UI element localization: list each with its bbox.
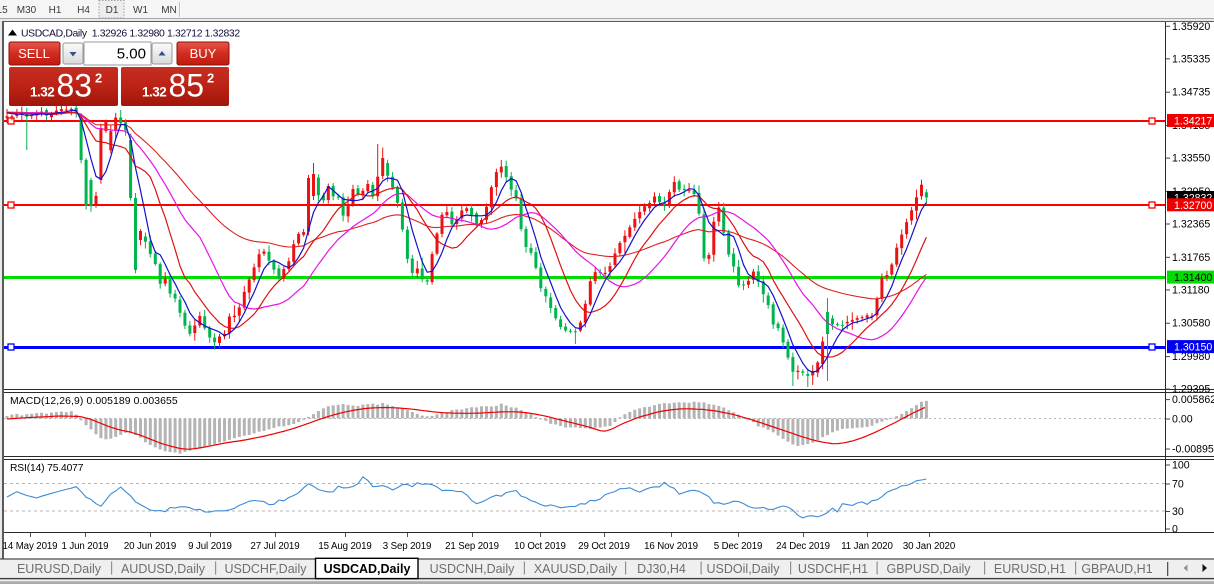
svg-text:USDCHF,H1: USDCHF,H1: [798, 562, 868, 576]
svg-text:9 Jul 2019: 9 Jul 2019: [188, 541, 232, 552]
svg-text:11 Jan 2020: 11 Jan 2020: [841, 541, 893, 552]
svg-text:RSI(14) 75.4077: RSI(14) 75.4077: [10, 463, 84, 474]
svg-text:1.31400: 1.31400: [1174, 272, 1212, 284]
svg-text:AUDUSD,Daily: AUDUSD,Daily: [121, 562, 206, 576]
svg-text:83: 83: [57, 68, 93, 104]
svg-text:1 Jun 2019: 1 Jun 2019: [62, 541, 109, 552]
svg-text:100: 100: [1172, 460, 1190, 472]
svg-text:1.33550: 1.33550: [1172, 153, 1210, 165]
svg-text:GBPAUD,H1: GBPAUD,H1: [1081, 562, 1152, 576]
svg-text:85: 85: [169, 68, 205, 104]
svg-text:USDCHF,Daily: USDCHF,Daily: [225, 562, 308, 576]
svg-text:29 Oct 2019: 29 Oct 2019: [578, 541, 630, 552]
svg-text:5 Dec 2019: 5 Dec 2019: [714, 541, 763, 552]
svg-text:0.00: 0.00: [1172, 414, 1193, 426]
svg-text:DJ30,H4: DJ30,H4: [637, 562, 686, 576]
svg-text:-0.008955: -0.008955: [1172, 444, 1214, 456]
svg-text:30: 30: [1172, 506, 1184, 518]
svg-text:MN: MN: [161, 5, 177, 16]
svg-text:1.34735: 1.34735: [1172, 87, 1210, 99]
svg-text:M15: M15: [0, 5, 8, 16]
svg-text:20 Jun 2019: 20 Jun 2019: [124, 541, 176, 552]
svg-text:2: 2: [207, 71, 214, 86]
svg-text:GBPUSD,Daily: GBPUSD,Daily: [886, 562, 971, 576]
svg-text:1.32365: 1.32365: [1172, 219, 1210, 231]
svg-text:1.35920: 1.35920: [1172, 21, 1210, 33]
svg-text:D1: D1: [106, 5, 119, 16]
svg-text:USDOil,Daily: USDOil,Daily: [707, 562, 781, 576]
svg-text:USDCAD,Daily 1.32926 1.32980: USDCAD,Daily 1.32926 1.32980 1.32712 1.3…: [21, 29, 240, 40]
svg-text:USDCAD,Daily: USDCAD,Daily: [324, 562, 411, 576]
svg-text:0.005862: 0.005862: [1172, 394, 1214, 406]
svg-text:24 Dec 2019: 24 Dec 2019: [776, 541, 830, 552]
svg-text:27 Jul 2019: 27 Jul 2019: [251, 541, 300, 552]
svg-text:EURUSD,Daily: EURUSD,Daily: [17, 562, 102, 576]
svg-text:1.30580: 1.30580: [1172, 318, 1210, 330]
svg-text:1.32: 1.32: [30, 85, 54, 100]
svg-text:14 May 2019: 14 May 2019: [3, 541, 58, 552]
svg-text:30 Jan 2020: 30 Jan 2020: [903, 541, 956, 552]
svg-text:1.29395: 1.29395: [1172, 384, 1210, 396]
svg-text:W1: W1: [133, 5, 148, 16]
svg-text:SELL: SELL: [18, 46, 50, 61]
svg-text:1.32: 1.32: [142, 85, 166, 100]
svg-text:M30: M30: [17, 5, 37, 16]
svg-text:1.29980: 1.29980: [1172, 351, 1210, 363]
svg-text:15 Aug 2019: 15 Aug 2019: [318, 541, 371, 552]
svg-text:1.34217: 1.34217: [1174, 116, 1212, 128]
svg-text:70: 70: [1172, 479, 1184, 491]
svg-text:5.00: 5.00: [117, 46, 146, 63]
svg-text:BUY: BUY: [190, 46, 217, 61]
svg-text:21 Sep 2019: 21 Sep 2019: [445, 541, 499, 552]
svg-text:3 Sep 2019: 3 Sep 2019: [383, 541, 432, 552]
svg-text:MACD(12,26,9) 0.005189 0.00365: MACD(12,26,9) 0.005189 0.003655: [10, 396, 178, 407]
svg-text:H4: H4: [77, 5, 90, 16]
svg-text:0: 0: [1172, 524, 1178, 536]
svg-text:1.30150: 1.30150: [1174, 342, 1212, 354]
svg-text:10 Oct 2019: 10 Oct 2019: [514, 541, 566, 552]
svg-text:1.31765: 1.31765: [1172, 252, 1210, 264]
svg-text:1.32700: 1.32700: [1174, 200, 1212, 212]
svg-text:2: 2: [95, 71, 102, 86]
svg-text:H1: H1: [49, 5, 62, 16]
svg-text:EURUSD,H1: EURUSD,H1: [994, 562, 1066, 576]
svg-text:XAUUSD,Daily: XAUUSD,Daily: [534, 562, 618, 576]
svg-text:1.35335: 1.35335: [1172, 53, 1210, 65]
svg-text:USDCNH,Daily: USDCNH,Daily: [430, 562, 515, 576]
svg-text:16 Nov 2019: 16 Nov 2019: [644, 541, 698, 552]
svg-text:1.31180: 1.31180: [1172, 284, 1210, 296]
